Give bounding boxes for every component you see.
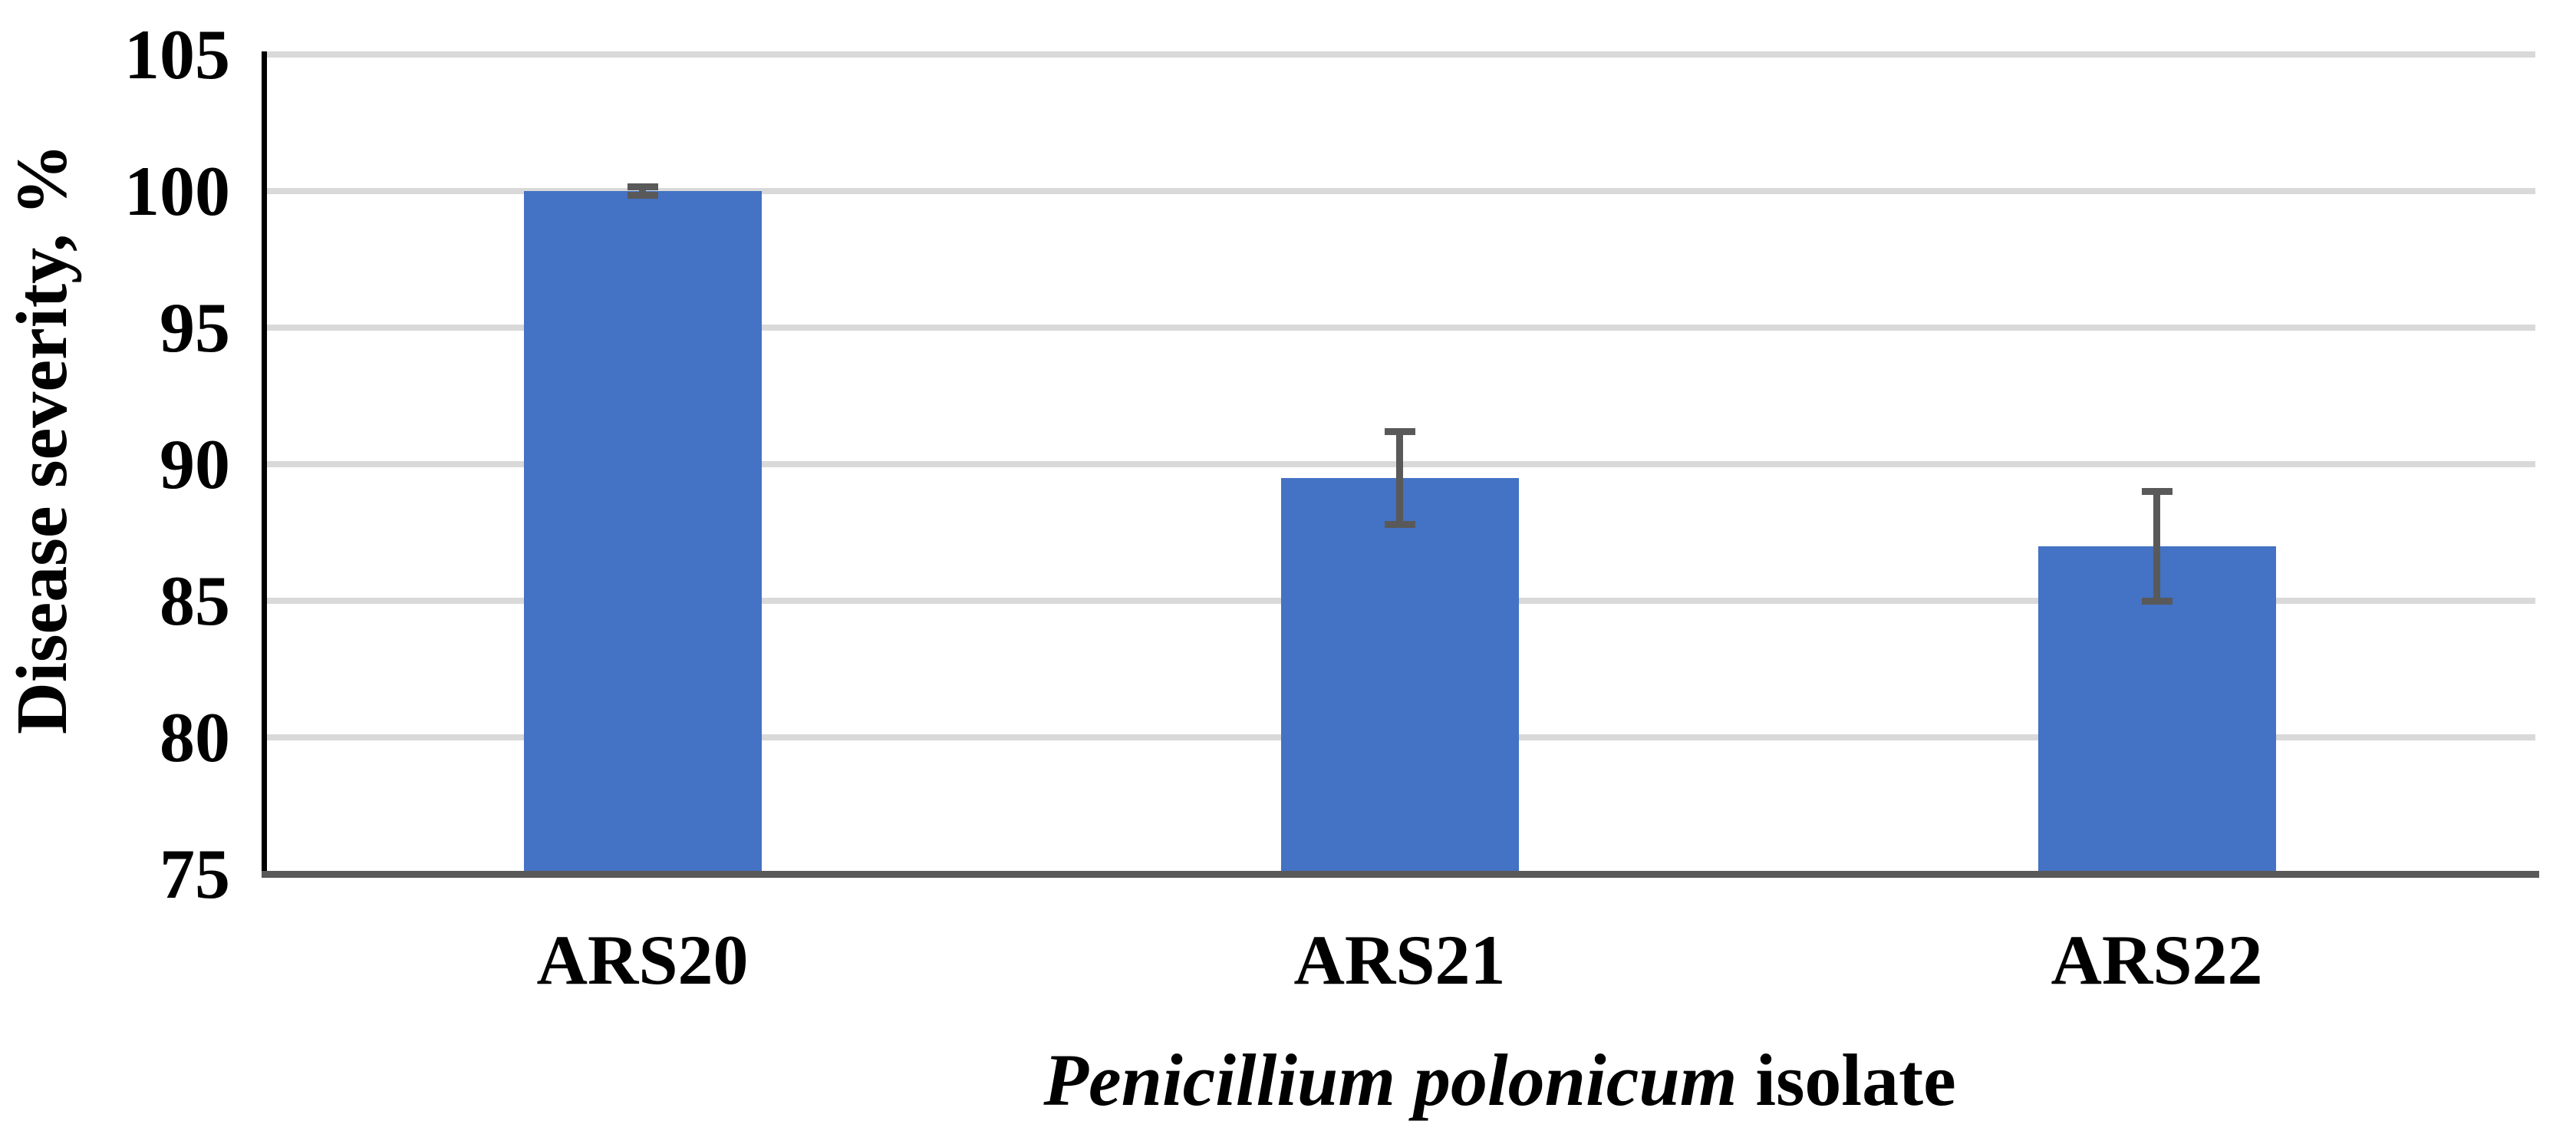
y-tick-label: 105 bbox=[124, 15, 230, 94]
y-tick-label: 95 bbox=[160, 289, 230, 367]
category-label: ARS22 bbox=[2051, 921, 2263, 999]
error-bar-cap-top bbox=[2141, 488, 2172, 496]
y-tick-label: 85 bbox=[160, 562, 230, 640]
error-bar-cap-bottom bbox=[2141, 597, 2172, 605]
error-bar-line bbox=[2153, 491, 2160, 601]
error-bar-cap-top bbox=[1384, 427, 1415, 435]
error-bar-cap-top bbox=[627, 183, 658, 191]
error-bar-cap-bottom bbox=[627, 191, 658, 199]
x-axis-line bbox=[262, 871, 2539, 878]
y-tick-label: 80 bbox=[160, 698, 230, 777]
y-tick-label: 75 bbox=[160, 835, 230, 913]
y-tick-label: 100 bbox=[124, 152, 230, 230]
gridline bbox=[267, 188, 2535, 194]
x-axis-title: Penicillium polonicum isolate bbox=[579, 1037, 2420, 1123]
category-label: ARS20 bbox=[536, 921, 749, 999]
error-bar-line bbox=[1396, 431, 1403, 525]
error-bar-cap-bottom bbox=[1384, 520, 1415, 528]
gridline bbox=[267, 51, 2535, 58]
y-axis-line bbox=[262, 51, 267, 878]
bar bbox=[1280, 477, 1519, 874]
error-bar-line bbox=[639, 186, 646, 196]
bar bbox=[523, 191, 762, 874]
gridline bbox=[267, 325, 2535, 331]
y-tick-label: 90 bbox=[160, 425, 230, 503]
category-label: ARS21 bbox=[1293, 921, 1506, 999]
x-axis-title-species-name: Penicillium polonicum bbox=[1043, 1039, 1738, 1121]
x-axis-title-suffix: isolate bbox=[1737, 1039, 1956, 1121]
